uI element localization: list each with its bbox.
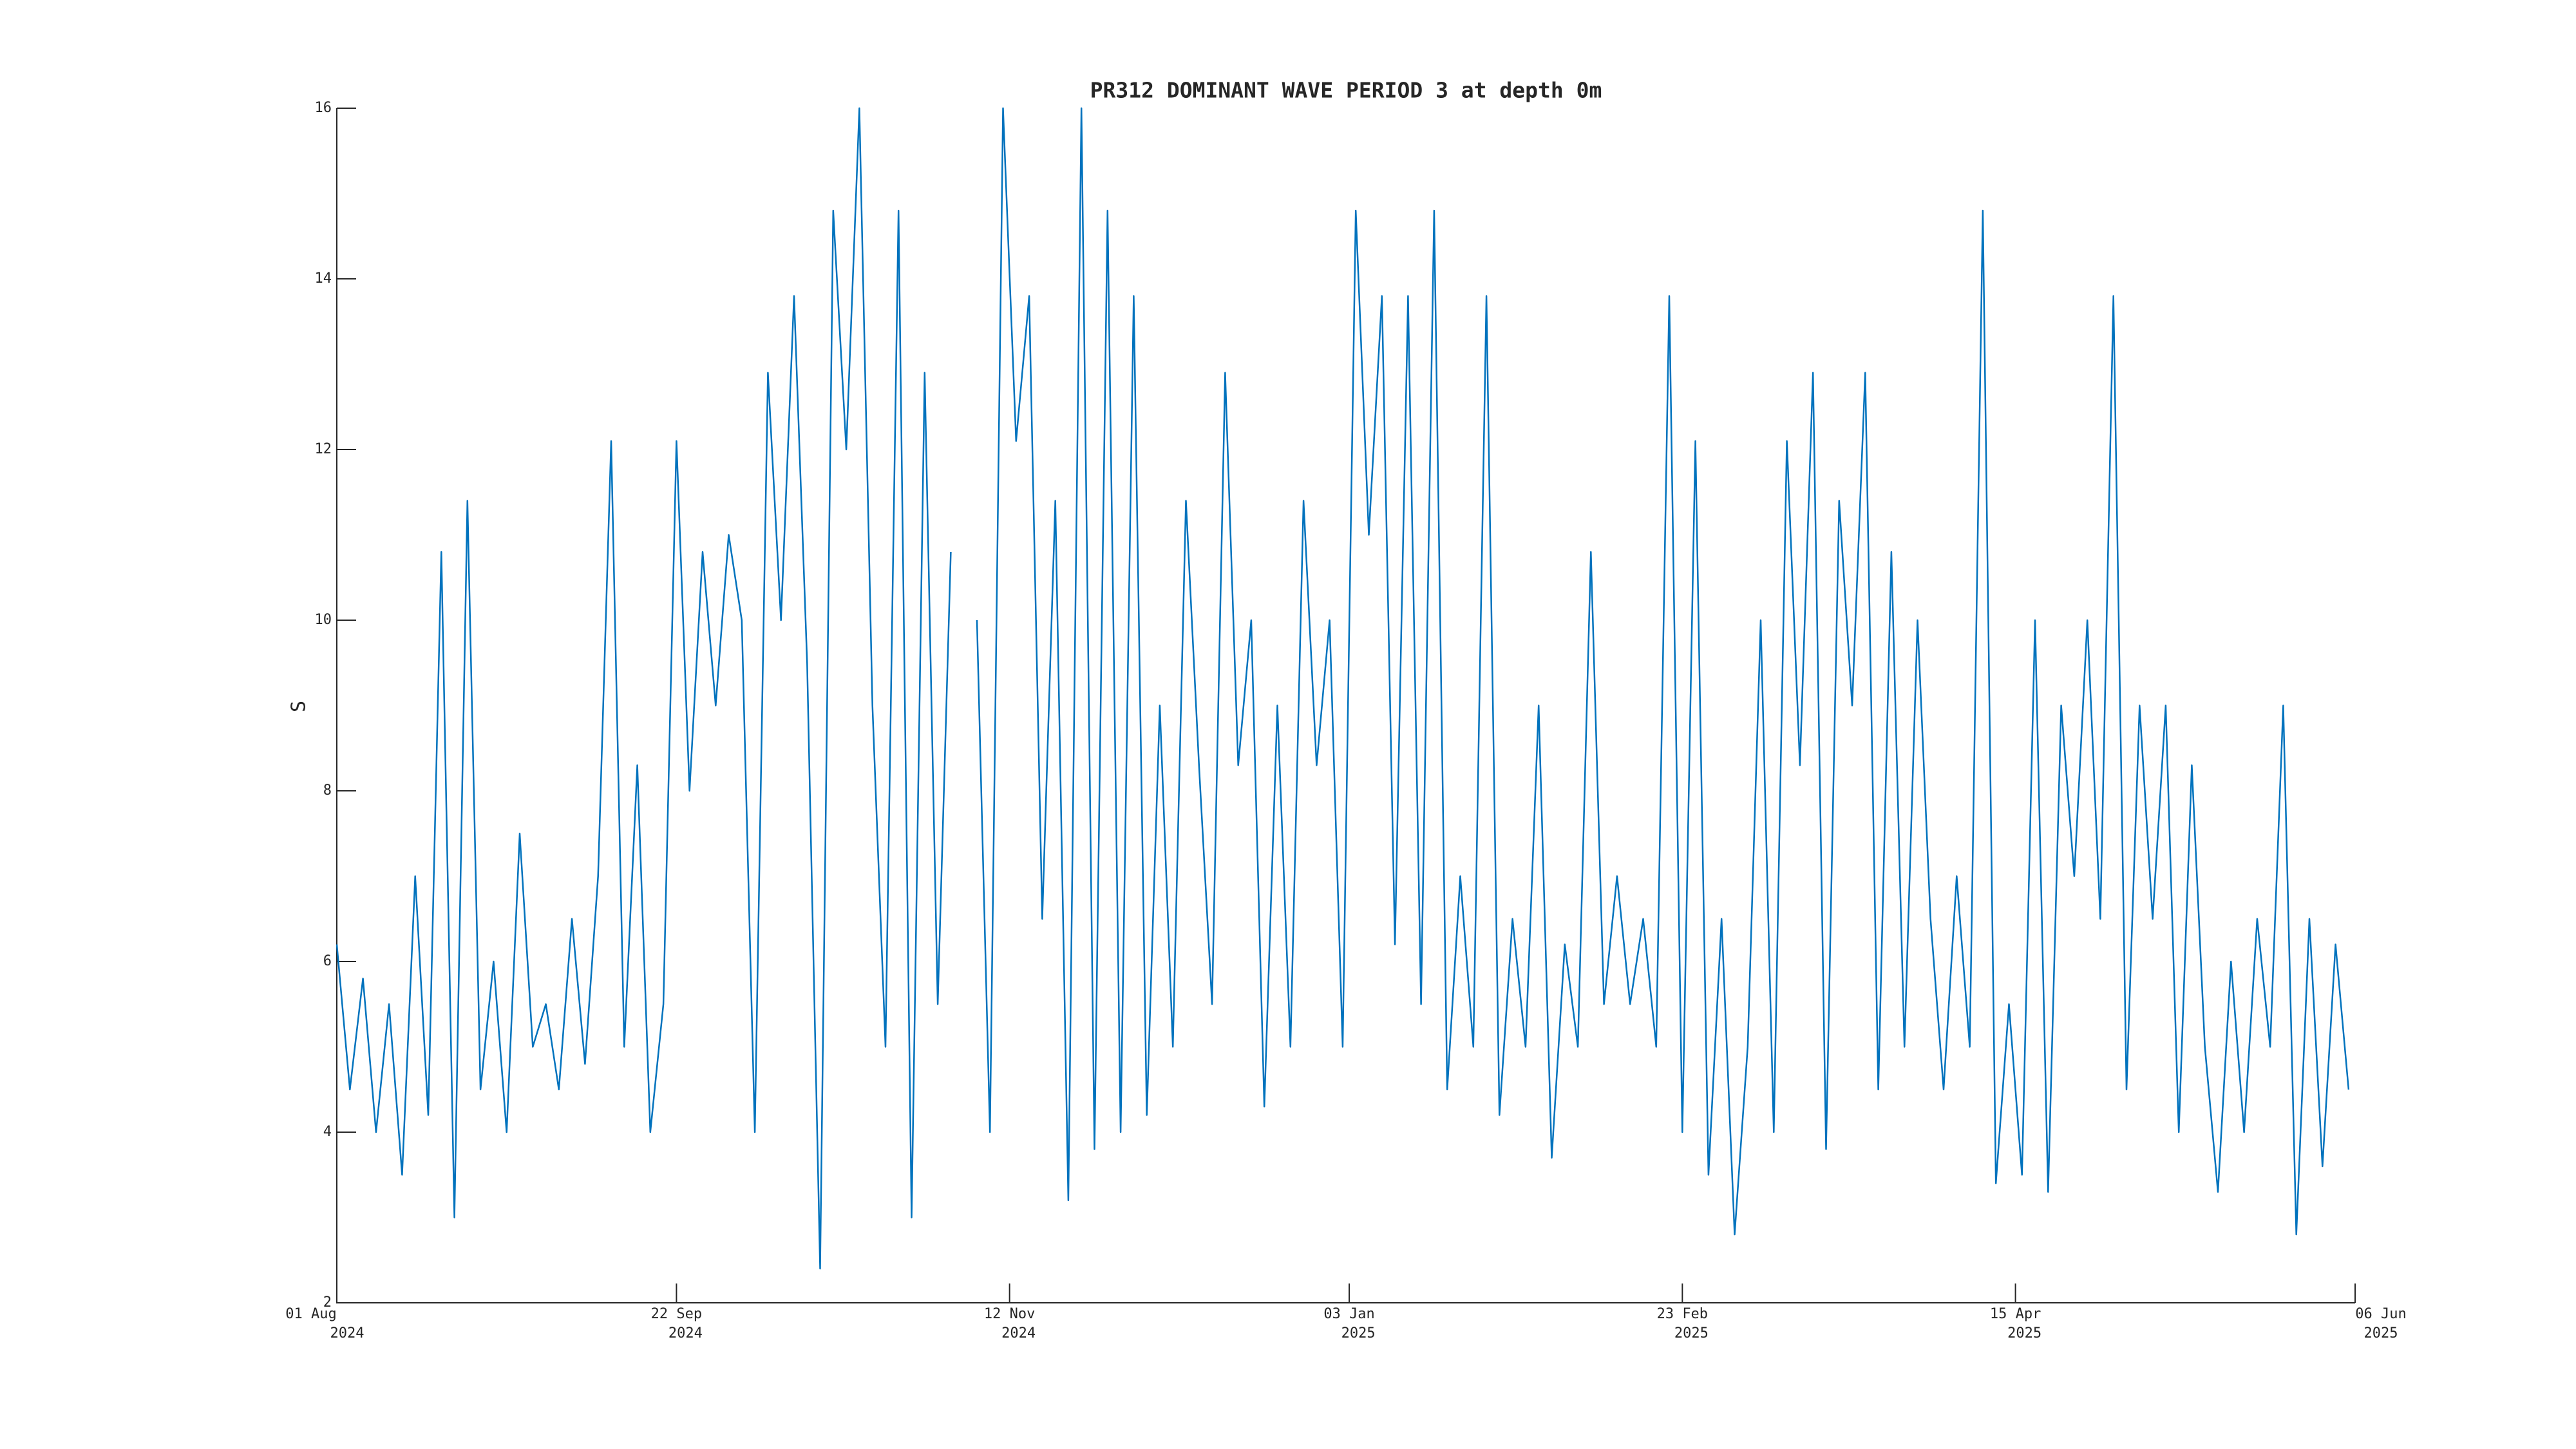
y-tick-label: 12 — [315, 441, 332, 457]
y-tick-label: 8 — [323, 782, 332, 799]
x-tick-label: 2025 — [1341, 1325, 1376, 1341]
y-tick-label: 4 — [323, 1124, 332, 1140]
y-tick-label: 6 — [323, 953, 332, 969]
y-tick-label: 10 — [315, 612, 332, 628]
x-tick-label: 15 Apr — [1990, 1306, 2041, 1322]
x-tick-label: 12 Nov — [984, 1306, 1035, 1322]
x-tick-label: 23 Feb — [1657, 1306, 1708, 1322]
x-tick-label: 2025 — [2364, 1325, 2398, 1341]
chart-title: PR312 DOMINANT WAVE PERIOD 3 at depth 0m — [1090, 78, 1602, 103]
y-tick-label: 14 — [315, 270, 332, 287]
y-axis-label: S — [288, 701, 310, 712]
x-tick-label: 2024 — [1001, 1325, 1036, 1341]
x-tick-label: 03 Jan — [1323, 1306, 1374, 1322]
axis-lines — [336, 108, 2355, 1303]
x-tick-label: 01 Aug — [285, 1306, 336, 1322]
x-tick-label: 2024 — [330, 1325, 365, 1341]
x-tick-label: 06 Jun — [2355, 1306, 2406, 1322]
y-tick-label: 16 — [315, 100, 332, 116]
data-line — [336, 107, 2350, 1270]
x-tick-label: 2024 — [668, 1325, 703, 1341]
y-tick-label: 2 — [323, 1294, 332, 1311]
x-tick-label: 22 Sep — [651, 1306, 702, 1322]
x-tick-label: 2025 — [2007, 1325, 2041, 1341]
x-tick-label: 2025 — [1674, 1325, 1709, 1341]
